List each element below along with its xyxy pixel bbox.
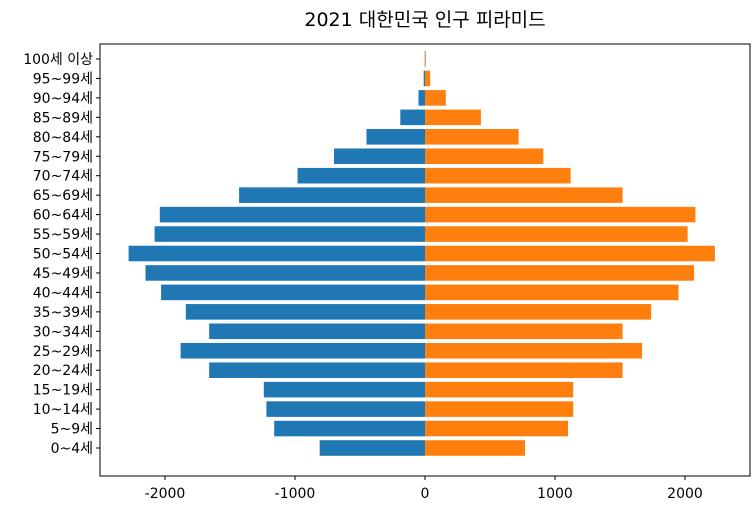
bar-series1-9 [425,265,695,281]
y-tick-label: 85~89세 [33,110,93,126]
y-tick-label: 35~39세 [33,305,93,321]
bar-series1-1 [425,420,568,437]
bar-series0-12 [159,206,426,223]
y-tick-label: 80~84세 [33,130,93,146]
bar-series1-12 [425,206,696,223]
x-tick-label: 0 [421,486,430,502]
bar-series1-5 [425,342,643,359]
y-axis-ticks: 0~4세 5~9세 10~14세 15~19세 20~24세 25~29세 30~34세 35… [23,52,100,457]
bar-series0-5 [180,342,425,359]
bar-series0-18 [418,90,425,106]
y-tick-label: 30~34세 [33,324,93,340]
bar-series1-4 [425,362,623,378]
x-tick-label: -1000 [275,486,316,502]
bar-series1-8 [425,284,679,301]
y-tick-label: 15~19세 [33,383,93,399]
y-tick-label: 70~74세 [33,169,93,185]
bar-series1-13 [425,187,623,203]
y-tick-label: 50~54세 [33,247,93,263]
y-tick-label: 100세 이상 [23,52,93,68]
bar-series1-11 [425,226,688,242]
y-tick-label: 0~4세 [51,441,93,457]
bar-series1-16 [425,129,519,145]
bar-series0-19 [423,70,425,87]
bar-series1-7 [425,304,652,320]
y-tick-label: 60~64세 [33,208,93,224]
bar-series0-11 [154,226,425,242]
bar-series1-3 [425,381,574,398]
bar-series0-9 [145,265,425,281]
bar-series0-7 [185,304,425,320]
y-tick-label: 55~59세 [33,227,93,243]
y-tick-label: 10~14세 [33,402,93,418]
y-tick-label: 40~44세 [33,285,93,301]
y-tick-label: 5~9세 [51,422,93,438]
chart-title: 2021 대한민국 인구 피라미드 [304,9,545,31]
x-axis-ticks: -2000 -1000 0 1000 2000 [145,476,703,502]
bar-series0-6 [209,323,425,340]
bar-series1-6 [425,323,623,340]
bar-series0-1 [274,420,425,437]
y-tick-label: 75~79세 [33,149,93,165]
bars-group [128,51,715,456]
y-tick-label: 95~99세 [33,71,93,87]
y-tick-label: 25~29세 [33,344,93,360]
x-tick-label: -2000 [145,486,186,502]
bar-series0-17 [400,109,425,126]
bar-series0-0 [319,440,425,456]
x-tick-label: 2000 [667,486,703,502]
bar-series1-14 [425,167,571,184]
bar-series0-14 [297,167,425,184]
y-tick-label: 45~49세 [33,266,93,282]
plot-frame [99,43,751,477]
bar-series1-19 [425,70,431,87]
bar-series0-16 [366,129,425,145]
y-tick-label: 65~69세 [33,188,93,204]
bar-series1-18 [425,90,446,106]
y-tick-label: 90~94세 [33,91,93,107]
bar-series0-2 [266,401,425,417]
x-tick-label: 1000 [537,486,573,502]
bar-series1-0 [425,440,526,456]
bar-series1-2 [425,401,574,417]
bar-series0-8 [161,284,425,301]
bar-series0-13 [239,187,425,203]
bar-series0-4 [209,362,425,378]
bar-series1-10 [425,245,715,262]
bar-series0-3 [263,381,425,398]
bar-series1-15 [425,148,544,165]
y-tick-label: 20~24세 [33,363,93,379]
bar-series1-17 [425,109,481,126]
bar-series0-10 [128,245,425,262]
bar-series1-20 [425,51,426,67]
bar-series0-15 [334,148,425,165]
